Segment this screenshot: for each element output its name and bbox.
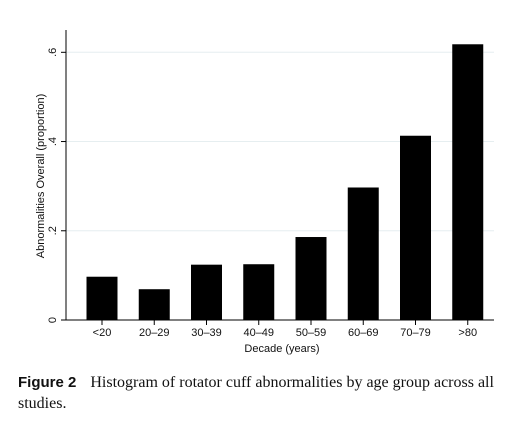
- bar-3: [191, 264, 222, 320]
- x-tick-label: 60–69: [348, 327, 379, 339]
- bar-6: [347, 187, 379, 320]
- x-tick-label: 70–79: [400, 327, 431, 339]
- x-tick-label: >80: [458, 327, 477, 339]
- x-tick-label: <20: [93, 327, 112, 339]
- figure-caption: Figure 2 Histogram of rotator cuff abnorm…: [18, 372, 518, 414]
- bar-5: [295, 237, 327, 320]
- y-tick-label: 0: [47, 317, 59, 323]
- y-tick-label: .2: [47, 226, 59, 235]
- x-tick-label: 40–49: [243, 327, 274, 339]
- bar-1: [86, 276, 118, 320]
- x-tick-label: 30–39: [191, 327, 222, 339]
- bar-7: [400, 135, 431, 320]
- x-axis: <20 20–29 30–39 40–49 50–59 60–69 70–79 >80: [66, 319, 494, 339]
- bar-4: [243, 264, 275, 320]
- x-axis-label: Decade (years): [244, 343, 319, 355]
- bar-2: [138, 289, 170, 320]
- bar-8: [452, 44, 484, 321]
- y-axis: 0 .2 .4 .6: [47, 30, 67, 323]
- x-tick-label: 20–29: [139, 327, 170, 339]
- y-axis-label: Abnormalities Overall (proportion): [35, 94, 47, 258]
- bars: [86, 44, 484, 321]
- bar-chart: 0 .2 .4 .6 <20 20–29 30–39 40–49 50–59 60–69 70–7…: [35, 30, 494, 355]
- x-tick-label: 50–59: [296, 327, 327, 339]
- y-tick-label: .4: [47, 137, 59, 146]
- figure-label: Figure 2: [18, 374, 77, 391]
- caption-text: Histogram of rotator cuff abnormalities …: [18, 374, 494, 412]
- y-tick-label: .6: [47, 48, 59, 57]
